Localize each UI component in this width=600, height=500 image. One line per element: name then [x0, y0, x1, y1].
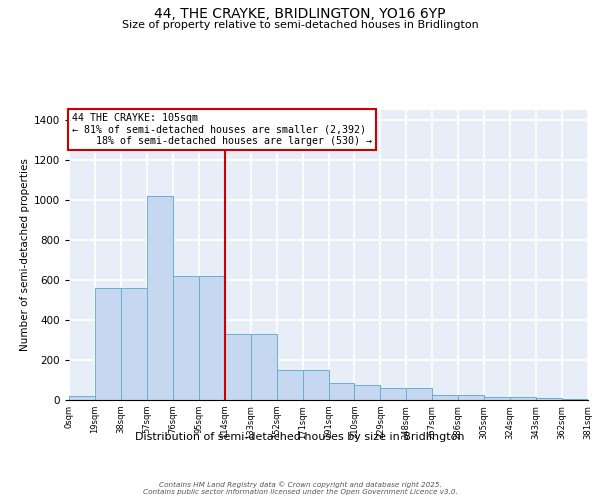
- Bar: [406, 388, 432, 400]
- Bar: [329, 383, 355, 400]
- Text: 44, THE CRAYKE, BRIDLINGTON, YO16 6YP: 44, THE CRAYKE, BRIDLINGTON, YO16 6YP: [154, 8, 446, 22]
- Bar: [147, 196, 173, 400]
- Bar: [433, 395, 458, 400]
- Bar: [251, 334, 277, 400]
- Bar: [510, 397, 536, 400]
- Bar: [69, 396, 95, 400]
- Bar: [225, 334, 251, 400]
- Bar: [562, 399, 588, 400]
- Bar: [121, 288, 147, 400]
- Text: 44 THE CRAYKE: 105sqm
← 81% of semi-detached houses are smaller (2,392)
    18% : 44 THE CRAYKE: 105sqm ← 81% of semi-deta…: [71, 113, 371, 146]
- Bar: [355, 385, 380, 400]
- Bar: [536, 398, 562, 400]
- Bar: [484, 397, 510, 400]
- Bar: [173, 276, 199, 400]
- Bar: [458, 395, 484, 400]
- Y-axis label: Number of semi-detached properties: Number of semi-detached properties: [20, 158, 29, 352]
- Bar: [380, 388, 406, 400]
- Bar: [277, 370, 302, 400]
- Text: Size of property relative to semi-detached houses in Bridlington: Size of property relative to semi-detach…: [122, 20, 478, 30]
- Text: Contains HM Land Registry data © Crown copyright and database right 2025.
Contai: Contains HM Land Registry data © Crown c…: [143, 481, 457, 495]
- Bar: [199, 276, 224, 400]
- Bar: [95, 288, 121, 400]
- Bar: [302, 370, 329, 400]
- Text: Distribution of semi-detached houses by size in Bridlington: Distribution of semi-detached houses by …: [135, 432, 465, 442]
